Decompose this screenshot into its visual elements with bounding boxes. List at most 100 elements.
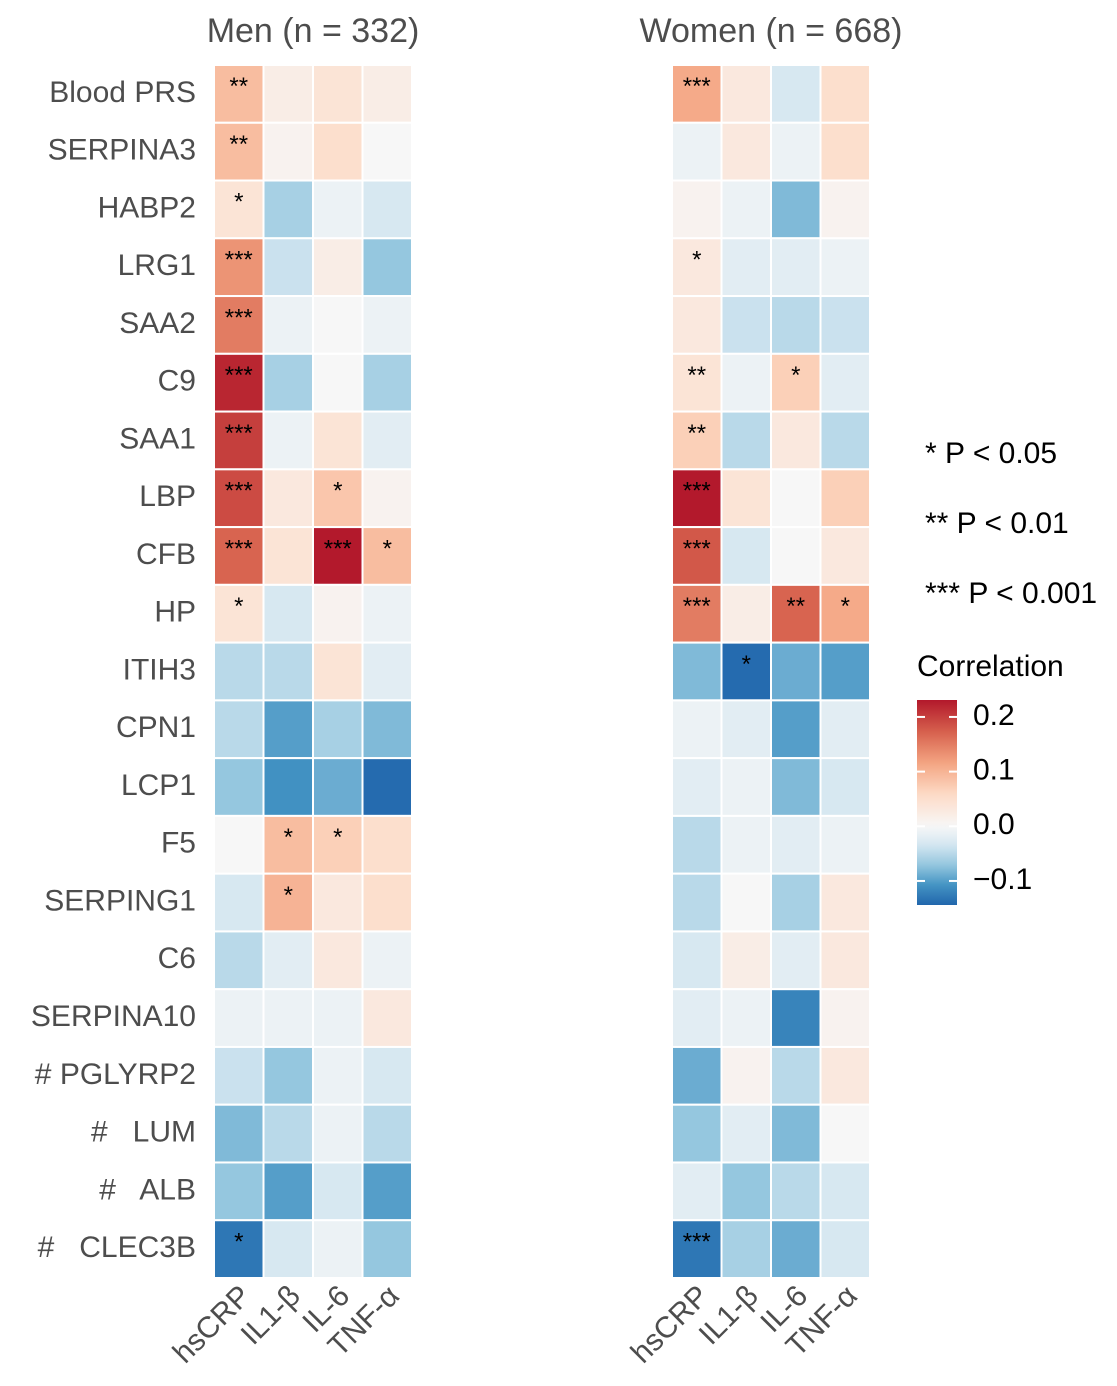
heatmap-cell <box>213 1219 265 1279</box>
heatmap-cell <box>770 64 822 124</box>
colorbar-tick-label: 0.0 <box>973 808 1015 841</box>
heatmap-cell <box>312 121 364 182</box>
heatmap-cell <box>819 352 871 413</box>
legend-title: Correlation <box>917 650 1064 683</box>
heatmap-cell <box>213 930 265 991</box>
heatmap-cell <box>361 641 413 702</box>
y-tick-label: SERPING1 <box>44 884 196 917</box>
heatmap-cell <box>720 1103 772 1164</box>
significance-note: *** P < 0.001 <box>925 577 1097 610</box>
heatmap-cell <box>213 757 265 817</box>
y-tick-label: LRG1 <box>118 249 196 282</box>
heatmap-cell <box>312 1103 364 1164</box>
heatmap-cell <box>262 352 314 413</box>
heatmap-cell <box>671 121 723 182</box>
heatmap-cell <box>720 121 772 182</box>
heatmap-cell <box>819 410 871 471</box>
heatmap-cell <box>361 352 413 413</box>
heatmap-cell <box>770 1103 822 1164</box>
heatmap-cell <box>720 988 772 1048</box>
significance-label: * <box>791 362 800 389</box>
heatmap-cell <box>671 699 723 760</box>
heatmap-cell <box>819 295 871 355</box>
heatmap-cell <box>262 410 314 471</box>
heatmap-cell <box>770 179 822 240</box>
heatmap-cell <box>312 64 364 124</box>
heatmap-cell <box>262 988 314 1048</box>
heatmap-cell <box>770 1161 822 1222</box>
heatmap-cell <box>770 295 822 355</box>
heatmap-cell <box>262 814 314 875</box>
y-tick-label: SAA2 <box>119 307 196 340</box>
heatmap-cell <box>819 988 871 1048</box>
heatmap-cell <box>819 930 871 991</box>
heatmap-cell <box>312 410 364 471</box>
significance-label: *** <box>324 535 352 562</box>
y-tick-label: LCP1 <box>121 769 196 802</box>
heatmap-cell <box>819 814 871 875</box>
heatmap-cell <box>262 699 314 760</box>
heatmap-cell <box>770 757 822 817</box>
heatmap-cell <box>720 757 772 817</box>
significance-label: * <box>234 593 243 620</box>
significance-label: * <box>692 247 701 274</box>
heatmap-cell <box>213 526 265 586</box>
heatmap-cell <box>213 872 265 933</box>
significance-label: ** <box>229 73 248 100</box>
y-tick-label: HP <box>154 596 196 629</box>
heatmap-cell <box>770 872 822 933</box>
heatmap-cell <box>312 1161 364 1222</box>
heatmap-cell <box>312 179 364 240</box>
heatmap-cell <box>361 526 413 586</box>
significance-label: ** <box>687 420 706 447</box>
heatmap-cell <box>361 237 413 298</box>
significance-label: ** <box>687 362 706 389</box>
heatmap-cell <box>213 814 265 875</box>
heatmap-cell <box>770 121 822 182</box>
heatmap-cell <box>312 988 364 1048</box>
heatmap-cell <box>819 1219 871 1279</box>
heatmap-cell <box>770 583 822 644</box>
heatmap-cell <box>671 1219 723 1279</box>
significance-label: ** <box>229 131 248 158</box>
heatmap-cell <box>720 410 772 471</box>
y-tick-label: # CLEC3B <box>38 1231 196 1264</box>
colorbar-tick-label: −0.1 <box>973 863 1032 896</box>
heatmap-cell <box>671 1161 723 1222</box>
heatmap-cell <box>361 64 413 124</box>
heatmap-cell <box>213 988 265 1048</box>
heatmap-cell <box>770 814 822 875</box>
heatmap-cell <box>262 641 314 702</box>
panel-title: Women (n = 668) <box>639 12 902 50</box>
heatmap-cell <box>262 1161 314 1222</box>
y-tick-label: LBP <box>139 480 196 513</box>
heatmap-cell <box>770 930 822 991</box>
y-tick-label: CFB <box>136 538 196 571</box>
heatmap-cell <box>819 121 871 182</box>
significance-label: * <box>284 824 293 851</box>
heatmap-cell <box>213 1161 265 1222</box>
significance-label: *** <box>683 1228 711 1255</box>
heatmap-cell <box>770 988 822 1048</box>
y-tick-label: SAA1 <box>119 422 196 455</box>
heatmap-cell <box>819 526 871 586</box>
y-tick-label: SERPINA10 <box>31 1000 196 1033</box>
heatmap-cell <box>819 583 871 644</box>
significance-label: ** <box>786 593 805 620</box>
heatmap-cell <box>361 468 413 529</box>
heatmap-cell <box>671 641 723 702</box>
heatmap-cell <box>312 757 364 817</box>
y-tick-label: # ALB <box>99 1173 196 1206</box>
colorbar-tick-label: 0.2 <box>973 699 1015 732</box>
heatmap-cell <box>262 295 314 355</box>
heatmap-cell <box>213 1103 265 1164</box>
y-tick-label: CPN1 <box>116 711 196 744</box>
heatmap-cell <box>720 699 772 760</box>
heatmap-cell <box>361 699 413 760</box>
heatmap-cell <box>262 1045 314 1106</box>
y-tick-label: SERPINA3 <box>48 134 196 167</box>
heatmap-cell <box>720 295 772 355</box>
heatmap-cell <box>770 1045 822 1106</box>
heatmap-cell <box>819 699 871 760</box>
heatmap-cell <box>720 930 772 991</box>
